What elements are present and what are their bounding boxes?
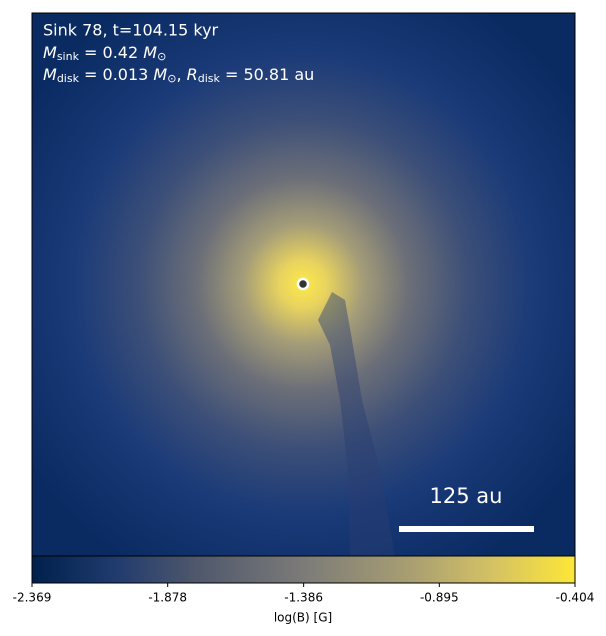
scale-bar bbox=[399, 526, 534, 532]
annotation: Sink 78, t=104.15 kyr bbox=[43, 21, 219, 40]
text: = 0.42 bbox=[79, 43, 143, 62]
text: ⊙ bbox=[167, 72, 176, 85]
colorbar-tick-label: -1.878 bbox=[148, 591, 187, 605]
text: M bbox=[143, 43, 157, 62]
colorbar-tick-label: -1.386 bbox=[284, 591, 323, 605]
text: R bbox=[187, 65, 198, 84]
filament bbox=[318, 292, 395, 556]
text: disk bbox=[198, 72, 221, 85]
colorbar-tick-label: -0.895 bbox=[420, 591, 459, 605]
colorbar-tick-label: -0.404 bbox=[556, 591, 595, 605]
text: , bbox=[176, 65, 186, 84]
sink-marker bbox=[296, 277, 310, 291]
annotation: Mdisk = 0.013 M⊙, Rdisk = 50.81 au bbox=[43, 65, 314, 86]
colorbar bbox=[31, 555, 576, 584]
text: M bbox=[43, 65, 57, 84]
annotation: Msink = 0.42 M⊙ bbox=[43, 43, 166, 64]
text: disk bbox=[57, 72, 80, 85]
colorbar-label: log(B) [G] bbox=[274, 611, 332, 625]
colorbar-tick-label: -2.369 bbox=[13, 591, 52, 605]
scale-bar-label: 125 au bbox=[430, 484, 503, 508]
text: M bbox=[153, 65, 167, 84]
text: = 0.013 bbox=[79, 65, 153, 84]
text: = 50.81 au bbox=[220, 65, 314, 84]
map: Sink 78, t=104.15 kyr Msink = 0.42 M⊙ Md… bbox=[31, 12, 576, 557]
text: sink bbox=[57, 50, 80, 63]
text: M bbox=[43, 43, 57, 62]
text: ⊙ bbox=[157, 50, 166, 63]
